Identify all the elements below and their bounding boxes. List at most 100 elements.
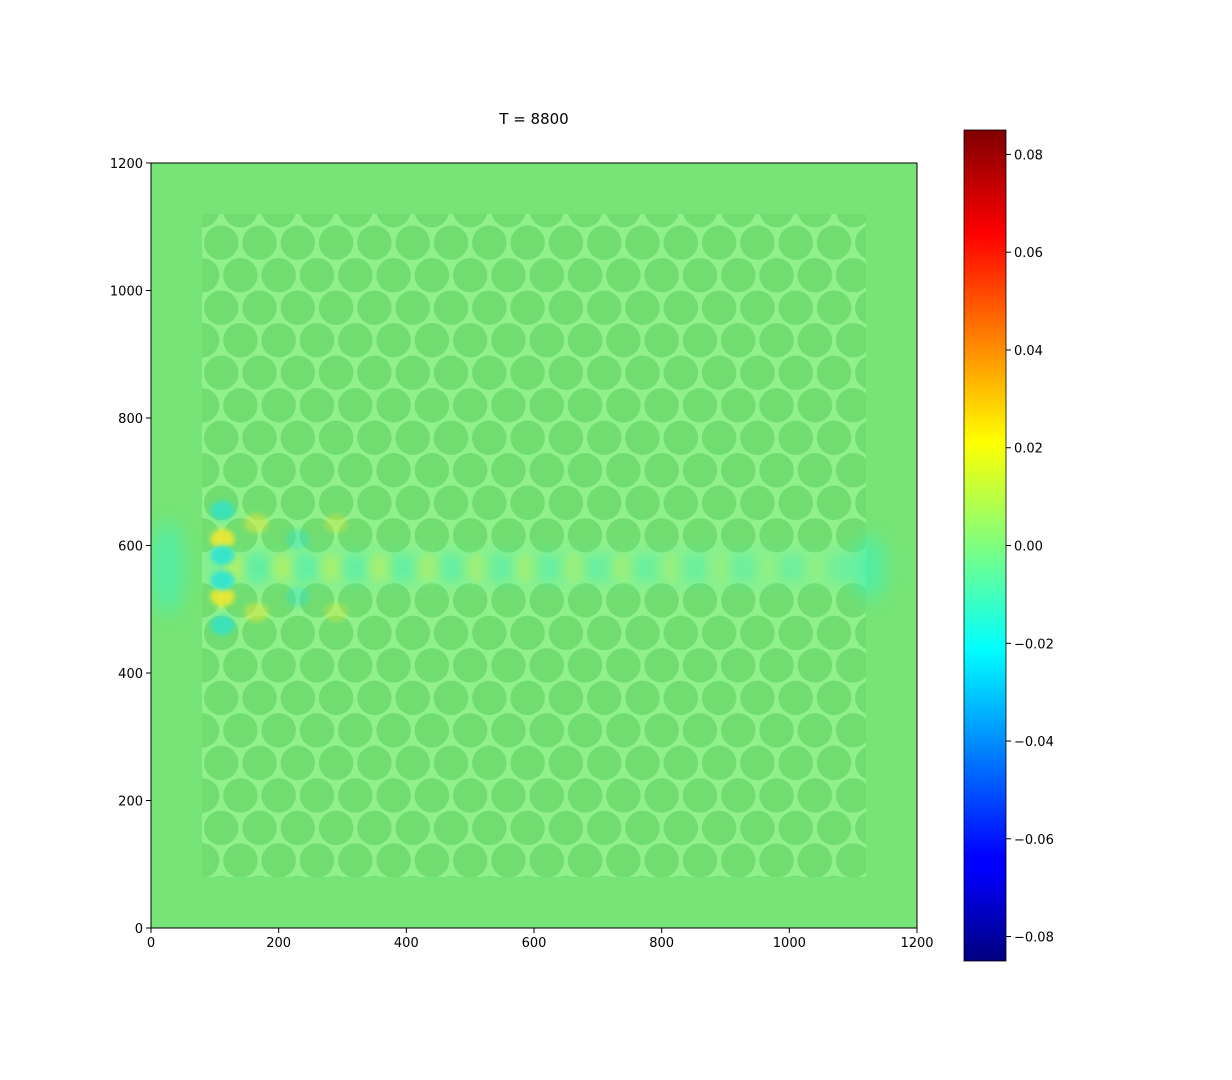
air-hole: [586, 680, 622, 716]
air-hole: [644, 843, 679, 877]
air-hole: [701, 810, 737, 846]
air-hole: [376, 518, 411, 553]
air-hole: [452, 453, 488, 488]
air-hole: [701, 615, 737, 651]
mode-lobe: [659, 553, 682, 582]
air-hole: [682, 713, 718, 748]
air-hole: [376, 778, 411, 813]
air-hole: [740, 355, 775, 390]
air-hole: [433, 810, 469, 846]
air-hole: [567, 778, 603, 813]
air-hole: [242, 810, 277, 846]
mode-lobe: [756, 553, 779, 582]
air-hole: [491, 214, 526, 228]
heatmap-field: [151, 163, 917, 928]
air-hole: [299, 322, 335, 358]
air-hole: [280, 810, 316, 846]
y-tick-label: 800: [118, 412, 143, 427]
air-hole: [586, 810, 622, 846]
air-hole: [452, 778, 488, 813]
air-hole: [318, 745, 354, 781]
air-hole: [472, 615, 507, 651]
air-hole: [202, 713, 220, 748]
air-hole: [223, 322, 258, 358]
air-hole: [778, 810, 813, 846]
air-hole: [261, 648, 296, 683]
air-hole: [472, 485, 507, 521]
air-hole: [721, 583, 756, 618]
air-hole: [472, 420, 507, 455]
y-tick-label: 600: [118, 540, 143, 555]
air-hole: [835, 713, 866, 748]
air-hole: [202, 648, 220, 683]
air-hole: [778, 225, 813, 260]
y-tick-label: 1200: [110, 157, 143, 172]
air-hole: [778, 290, 813, 325]
air-hole: [529, 388, 565, 423]
air-hole: [223, 843, 258, 877]
air-hole: [202, 257, 220, 293]
air-hole: [433, 615, 469, 651]
air-hole: [261, 713, 296, 748]
air-hole: [510, 745, 545, 781]
air-hole: [529, 583, 565, 618]
air-hole: [414, 713, 450, 748]
mode-lobe: [514, 553, 537, 582]
air-hole: [261, 843, 296, 877]
air-hole: [223, 713, 258, 748]
air-hole: [529, 257, 565, 293]
air-hole: [482, 875, 496, 877]
air-hole: [548, 485, 584, 521]
mode-lobe: [708, 553, 731, 582]
air-hole: [223, 453, 258, 488]
air-hole: [510, 355, 545, 390]
air-hole: [357, 290, 392, 325]
air-hole: [202, 843, 220, 877]
air-hole: [759, 322, 794, 358]
air-hole: [797, 778, 833, 813]
air-hole: [280, 615, 316, 651]
air-hole: [567, 583, 603, 618]
air-hole: [606, 583, 641, 618]
air-hole: [357, 225, 392, 260]
air-hole: [223, 257, 258, 293]
air-hole: [261, 518, 296, 553]
air-hole: [606, 214, 641, 228]
x-tick-label: 800: [649, 936, 674, 951]
air-hole: [452, 583, 488, 618]
air-hole: [683, 214, 717, 228]
air-hole: [414, 388, 450, 423]
air-hole: [395, 290, 430, 325]
air-hole: [701, 680, 737, 716]
source-lobe: [324, 602, 349, 623]
air-hole: [395, 225, 430, 260]
air-hole: [663, 680, 699, 716]
air-hole: [202, 778, 220, 813]
air-hole: [625, 680, 660, 716]
air-hole: [414, 322, 450, 358]
air-hole: [414, 778, 450, 813]
air-hole: [721, 257, 756, 293]
air-hole: [433, 745, 469, 781]
mode-lobe: [392, 553, 415, 582]
air-hole: [510, 225, 545, 260]
air-hole: [567, 322, 603, 358]
air-hole: [299, 257, 335, 293]
air-hole: [567, 648, 603, 683]
source-lobe: [285, 586, 310, 607]
air-hole: [644, 388, 679, 423]
air-hole: [452, 648, 488, 683]
air-hole: [797, 518, 833, 553]
air-hole: [855, 811, 866, 844]
x-tick-label: 200: [266, 936, 291, 951]
air-hole: [242, 290, 277, 325]
air-hole: [663, 615, 699, 651]
air-hole: [414, 583, 450, 618]
air-hole: [452, 843, 488, 877]
air-hole: [242, 615, 277, 651]
air-hole: [414, 843, 450, 877]
air-hole: [203, 745, 239, 781]
air-hole: [491, 583, 526, 618]
air-hole: [663, 355, 699, 390]
x-tick-label: 0: [147, 936, 155, 951]
